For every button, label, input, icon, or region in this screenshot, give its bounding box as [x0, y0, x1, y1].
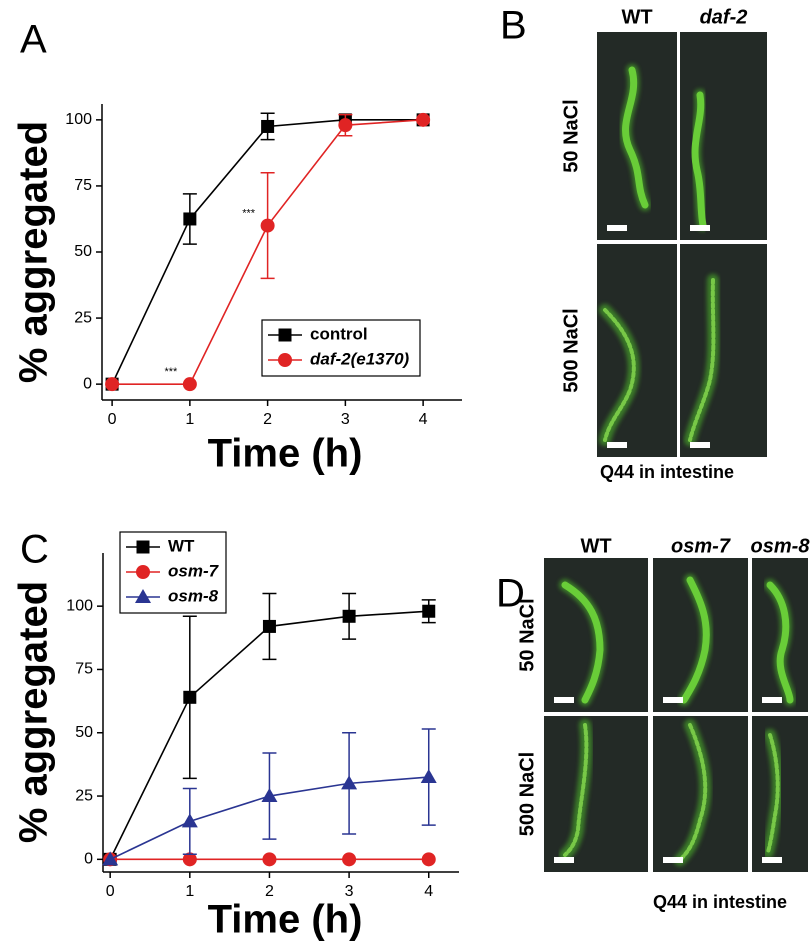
legend: control daf-2(e1370): [261, 319, 421, 377]
scale-bar: [607, 442, 627, 448]
annotation: ***: [242, 207, 256, 219]
row-label: 500 NaCl: [516, 752, 538, 837]
marker: [182, 852, 197, 867]
marker: [341, 775, 358, 790]
worm: [678, 723, 708, 862]
y-tick-label: 0: [83, 375, 92, 392]
legend-marker: [278, 353, 292, 367]
legend: WT osm-7 osm-8: [119, 531, 227, 614]
x-tick-label: 1: [185, 883, 194, 900]
worm: [680, 576, 710, 704]
x-tick-label: 0: [106, 883, 115, 900]
y-axis-label: % aggregated: [12, 581, 56, 843]
panel-label: B: [500, 4, 527, 48]
scale-bar: [762, 697, 782, 703]
panel-label: C: [20, 528, 49, 572]
x-axis-label: Time (h): [208, 432, 363, 476]
y-tick-label: 25: [74, 309, 92, 326]
y-tick-label: 50: [75, 724, 93, 741]
marker: [421, 852, 436, 867]
y-axis-label: % aggregated: [12, 121, 56, 383]
legend-label: control: [310, 324, 368, 343]
worm: [691, 91, 707, 229]
x-tick-label: 3: [345, 883, 354, 900]
scale-bar: [663, 697, 683, 703]
y-tick-label: 25: [75, 787, 93, 804]
scale-bar: [663, 857, 683, 863]
legend-label: daf-2(e1370): [310, 349, 410, 368]
marker: [338, 118, 353, 133]
marker: [182, 377, 197, 392]
x-tick-label: 0: [108, 411, 117, 428]
legend-label: osm-8: [168, 586, 219, 605]
series: [105, 112, 431, 392]
legend-label: osm-7: [168, 561, 220, 580]
micrograph: [597, 32, 677, 240]
column-label: WT: [580, 535, 611, 557]
x-axis-label: Time (h): [208, 898, 363, 942]
column-label: osm-7: [671, 535, 731, 557]
x-tick-label: 4: [424, 883, 433, 900]
legend-marker: [278, 328, 292, 342]
marker: [416, 112, 431, 127]
marker: [262, 852, 277, 867]
y-tick-label: 0: [84, 851, 93, 868]
legend-marker: [136, 540, 150, 554]
marker: [102, 851, 119, 866]
x-tick-label: 1: [185, 411, 194, 428]
caption: Q44 in intestine: [600, 462, 734, 482]
marker: [260, 218, 275, 233]
scale-bar: [607, 225, 627, 231]
series: [102, 728, 437, 866]
micrograph: [544, 716, 648, 872]
worm: [622, 66, 649, 209]
worm: [766, 733, 780, 854]
column-label: osm-8: [751, 535, 811, 557]
scale-bar: [690, 225, 710, 231]
x-tick-label: 4: [419, 411, 428, 428]
legend-marker: [136, 565, 150, 579]
y-tick-label: 100: [65, 111, 92, 128]
legend-marker: [135, 589, 151, 603]
marker: [262, 619, 276, 633]
marker: [183, 690, 197, 704]
panel-label: D: [496, 572, 525, 616]
marker: [105, 377, 120, 392]
row-label: 500 NaCl: [560, 308, 582, 393]
scale-bar: [554, 697, 574, 703]
marker: [183, 212, 197, 226]
marker: [342, 609, 356, 623]
column-label: WT: [621, 6, 652, 28]
caption: Q44 in intestine: [653, 892, 787, 912]
series: [103, 852, 436, 867]
scale-bar: [762, 857, 782, 863]
scale-bar: [690, 442, 710, 448]
marker: [422, 604, 436, 618]
y-tick-label: 75: [75, 661, 93, 678]
marker: [261, 788, 278, 803]
row-label: 50 NaCl: [516, 598, 538, 671]
annotation: ***: [164, 366, 178, 378]
panel-label: A: [20, 18, 47, 62]
worm: [603, 308, 636, 442]
legend-label: WT: [168, 536, 195, 555]
x-tick-label: 2: [265, 883, 274, 900]
marker: [181, 813, 198, 828]
column-label: daf-2: [700, 6, 748, 28]
marker: [420, 769, 437, 784]
worm: [561, 581, 604, 704]
worm: [688, 278, 716, 442]
y-tick-label: 100: [66, 597, 93, 614]
x-tick-label: 3: [341, 411, 350, 428]
y-tick-label: 50: [74, 243, 92, 260]
marker: [342, 852, 357, 867]
x-tick-label: 2: [263, 411, 272, 428]
worm: [563, 723, 589, 857]
marker: [261, 119, 275, 133]
worm: [766, 581, 794, 704]
row-label: 50 NaCl: [560, 99, 582, 172]
y-tick-label: 75: [74, 177, 92, 194]
scale-bar: [554, 857, 574, 863]
